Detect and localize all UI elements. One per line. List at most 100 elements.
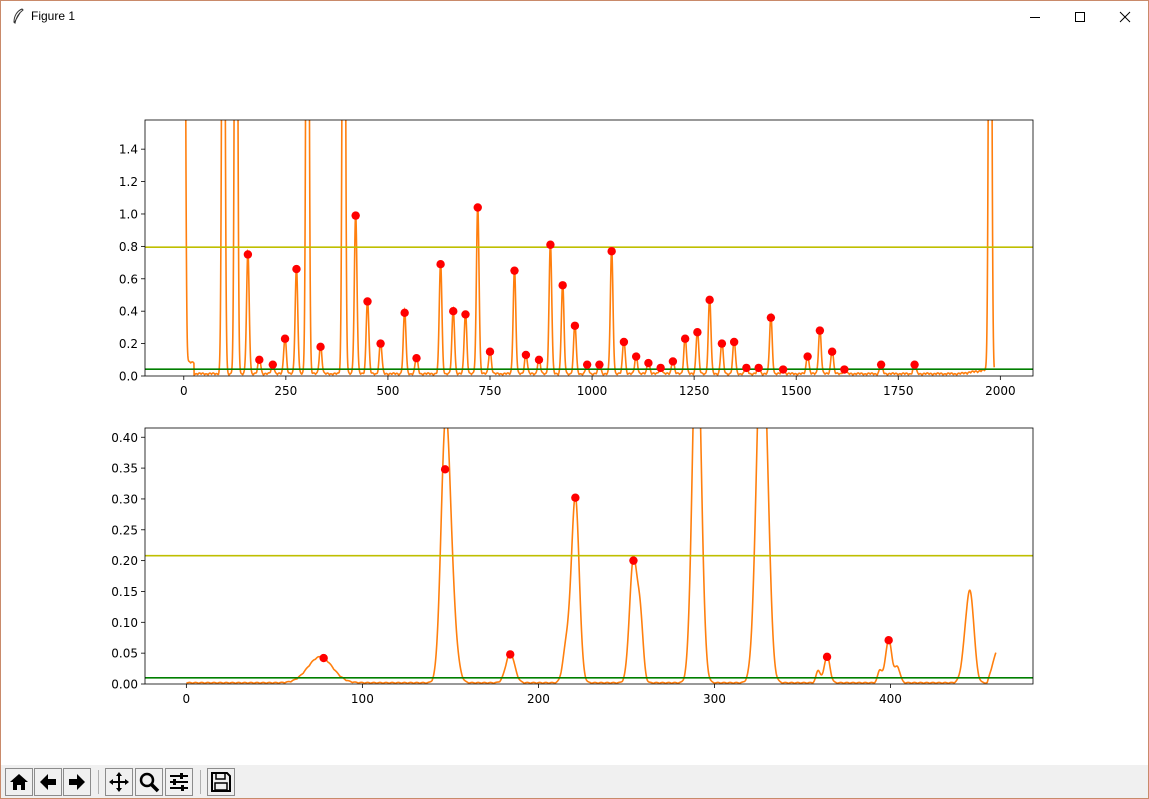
- x-tick-label: 100: [351, 692, 374, 706]
- x-tick-label: 750: [479, 384, 502, 398]
- peak-marker: [595, 360, 604, 369]
- x-tick-label: 1500: [781, 384, 812, 398]
- axes-frame: [144, 427, 1034, 685]
- y-tick-label: 0.00: [111, 678, 138, 692]
- peak-marker: [656, 363, 665, 373]
- window-title: Figure 1: [31, 9, 76, 23]
- y-tick-label: 0.30: [111, 492, 138, 506]
- peak-marker: [680, 334, 690, 343]
- home-button[interactable]: [5, 768, 33, 796]
- maximize-button[interactable]: [1057, 1, 1103, 32]
- y-tick-label: 1.4: [119, 143, 138, 157]
- close-button[interactable]: [1102, 1, 1148, 32]
- peak-marker: [729, 337, 739, 347]
- x-tick-label: 2000: [985, 384, 1016, 398]
- minimize-icon: [1030, 16, 1040, 18]
- y-tick-label: 0.8: [119, 240, 138, 254]
- y-tick-label: 0.10: [111, 616, 138, 630]
- peak-marker: [506, 650, 515, 659]
- peak-marker: [319, 653, 328, 663]
- peak-marker: [884, 636, 893, 645]
- figure-canvas[interactable]: 0 250 500 750 1000 1250 1500 1750 2000 0.0 0.2 0.4 0…: [1, 32, 1148, 765]
- save-icon: [211, 772, 231, 792]
- peak-marker: [754, 363, 763, 373]
- peak-marker: [668, 357, 678, 366]
- x-tick-label: 500: [376, 384, 399, 398]
- peak-marker: [803, 352, 812, 361]
- peak-marker: [582, 360, 592, 369]
- peak-marker: [558, 281, 567, 290]
- figure-plots: 0 250 500 750 1000 1250 1500 1750 20000.00.20.40…: [111, 119, 1034, 706]
- peak-marker: [292, 264, 301, 274]
- y-tick-label: 0.6: [119, 272, 138, 286]
- peak-marker: [280, 334, 290, 343]
- peak-marker: [449, 306, 458, 316]
- back-button[interactable]: [34, 768, 62, 796]
- close-icon: [1119, 11, 1131, 22]
- peak-marker: [268, 360, 277, 369]
- feather-icon: [13, 8, 24, 24]
- peak-marker: [376, 339, 385, 348]
- peak-marker: [766, 313, 776, 322]
- x-tick-label: 1750: [883, 384, 914, 398]
- x-tick-label: 1000: [577, 384, 608, 398]
- y-tick-label: 0.40: [111, 431, 138, 445]
- peak-marker: [571, 493, 580, 502]
- peak-marker: [717, 339, 727, 348]
- subplot-1: 0 250 500 750 1000 1250 1500 1750 2000 0.0 0.2 0.4 0…: [119, 119, 1034, 398]
- forward-button[interactable]: [63, 768, 91, 796]
- y-tick-label: 0.15: [111, 585, 138, 599]
- peak-marker: [534, 355, 544, 364]
- y-tick-label: 0.2: [119, 337, 138, 351]
- zoom-button[interactable]: [135, 768, 163, 796]
- peak-marker: [510, 266, 519, 275]
- y-tick-label: 0.0: [119, 370, 138, 384]
- back-icon: [40, 774, 56, 790]
- x-tick-label: 400: [879, 692, 902, 706]
- peak-marker: [693, 328, 702, 337]
- y-tick-label: 0.4: [119, 305, 138, 319]
- peak-marker: [827, 347, 837, 356]
- peak-marker: [631, 352, 641, 361]
- peak-marker: [742, 363, 751, 373]
- peak-marker: [546, 240, 555, 249]
- peak-marker: [815, 326, 825, 335]
- peak-marker: [255, 355, 264, 364]
- peak-marker: [316, 342, 325, 352]
- configure-subplots-button[interactable]: [165, 768, 193, 796]
- pan-button[interactable]: [105, 768, 133, 796]
- x-tick-label: 300: [703, 692, 726, 706]
- peak-marker: [461, 310, 470, 319]
- peak-marker: [629, 556, 638, 565]
- peak-marker: [243, 250, 253, 259]
- toolbar-separator: [200, 770, 201, 794]
- x-tick-label: 0: [180, 384, 188, 398]
- home-icon: [10, 774, 28, 790]
- peak-marker: [644, 358, 653, 368]
- forward-icon: [69, 774, 85, 790]
- peak-marker: [607, 247, 616, 256]
- peak-marker: [363, 297, 372, 306]
- peak-marker: [822, 652, 832, 662]
- peak-marker: [351, 211, 360, 220]
- save-button[interactable]: [207, 768, 235, 796]
- axes-frame: [144, 119, 1034, 377]
- peak-marker: [521, 350, 531, 360]
- minimize-button[interactable]: [1012, 1, 1058, 32]
- title-bar[interactable]: Figure 1: [1, 1, 1148, 32]
- plot-area: [145, 428, 1033, 684]
- pan-icon: [109, 772, 129, 792]
- peak-marker: [473, 203, 482, 212]
- peak-marker: [412, 353, 421, 363]
- y-tick-label: 0.05: [111, 647, 138, 661]
- peak-marker: [400, 308, 409, 318]
- x-tick-label: 1250: [679, 384, 710, 398]
- plot-area: [145, 120, 1033, 376]
- peak-marker: [485, 347, 495, 356]
- subplot-2: 0 100 200 300 400 0.00 0.05 0.10 0.15 0.20 0.25 0.3…: [111, 427, 1034, 706]
- peak-marker: [436, 260, 445, 269]
- y-tick-label: 0.20: [111, 554, 138, 568]
- peak-marker: [440, 465, 450, 474]
- zoom-icon: [139, 772, 160, 793]
